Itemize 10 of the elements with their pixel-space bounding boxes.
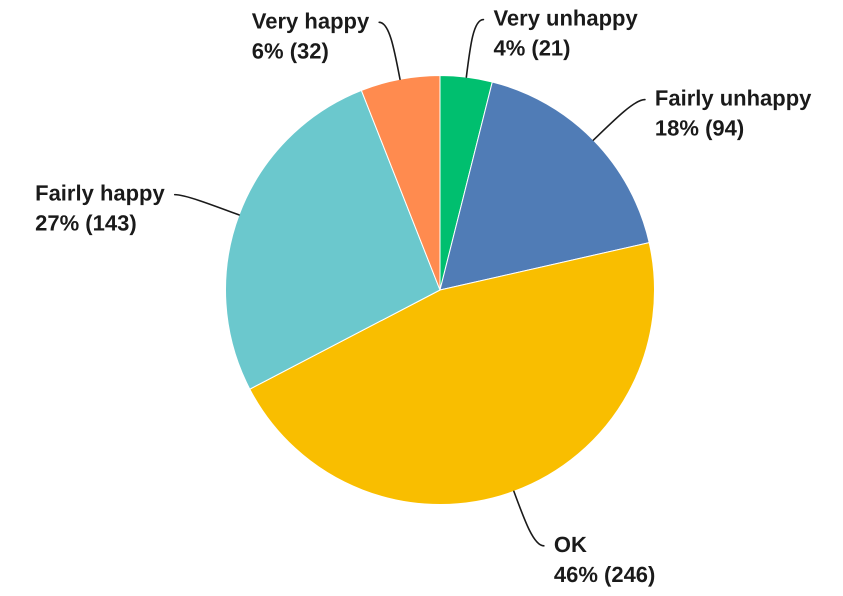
data-label: 6% (32)	[252, 38, 329, 64]
slice-label: Fairly unhappy	[654, 86, 812, 111]
data-label: 18% (94)	[654, 116, 744, 141]
slice-label: Very happy	[252, 8, 370, 34]
slice-label: Very unhappy	[493, 6, 638, 31]
slice-label: OK	[554, 532, 587, 557]
data-label: 46% (246)	[554, 562, 656, 587]
data-label: 4% (21)	[493, 36, 571, 61]
data-label: 27% (143)	[35, 210, 137, 236]
slice-label: Fairly happy	[35, 180, 166, 206]
